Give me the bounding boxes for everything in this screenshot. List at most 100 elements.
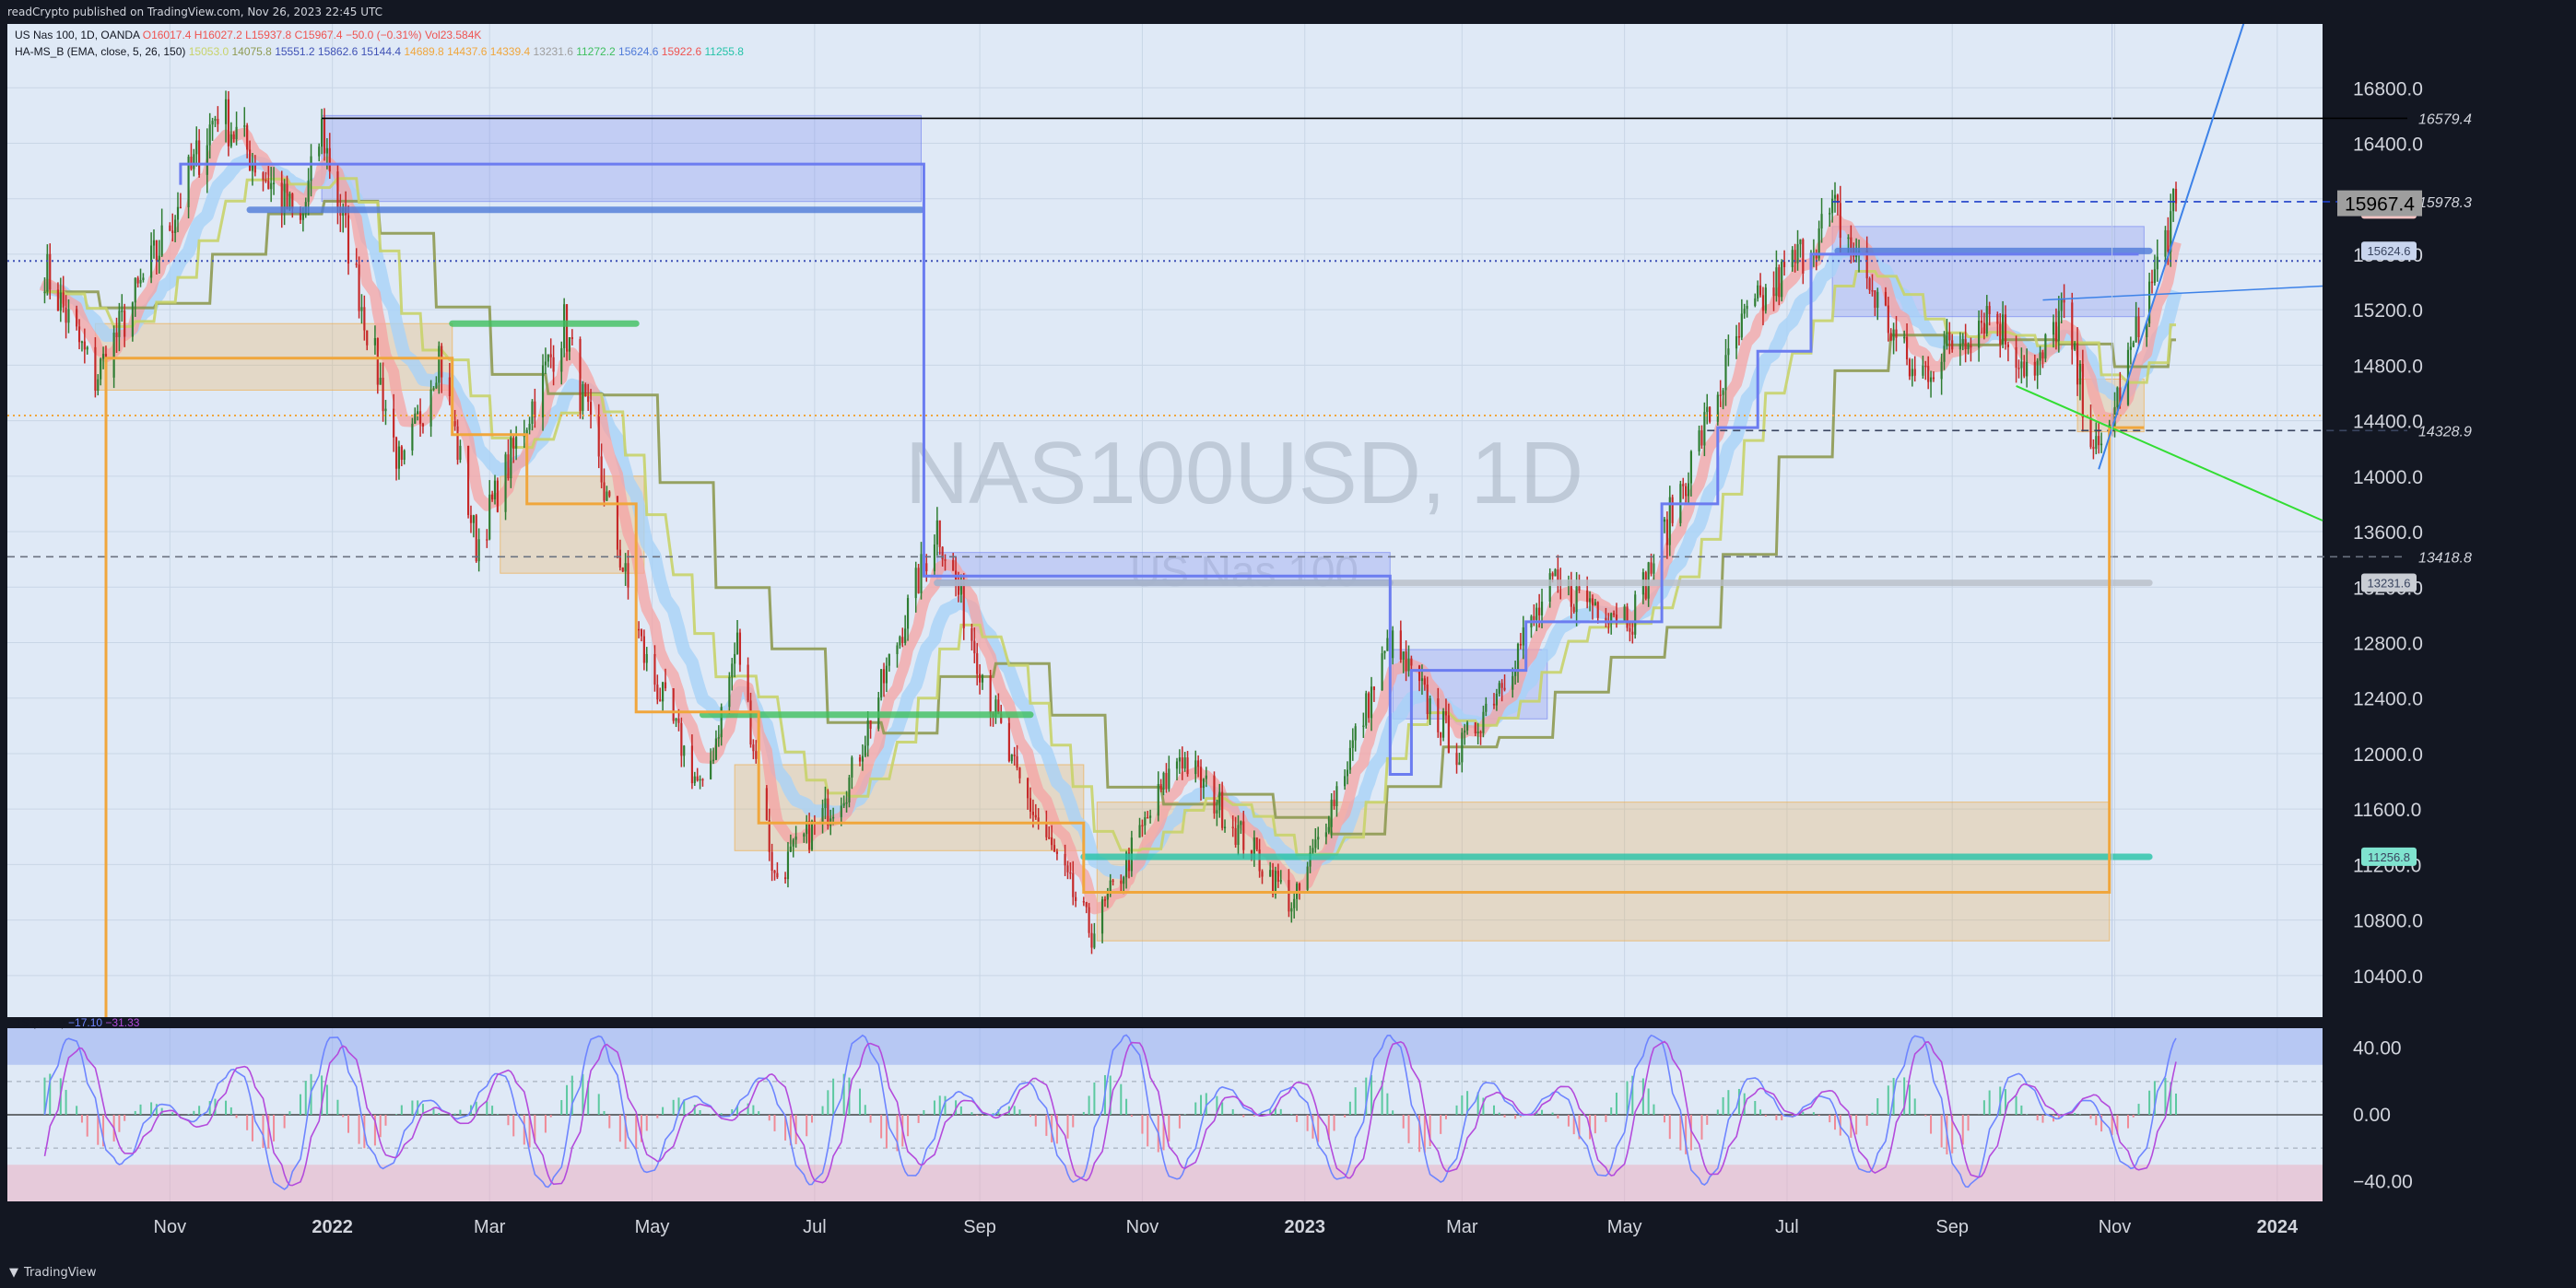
candle-body [1746,305,1748,310]
candle-body [959,582,962,595]
candle-body [1199,767,1203,789]
candle-body [1314,839,1317,849]
candle-body [1802,239,1805,274]
candle-body [1903,336,1906,339]
candle-body [299,208,302,220]
candle-body [1612,613,1616,615]
candle-body [970,627,973,641]
time-tick-label: Nov [154,1217,187,1237]
candle-body [1405,651,1407,672]
candle-body [1258,849,1261,872]
candle-body [400,446,403,460]
key-level-label: 15978.3 [2418,195,2472,211]
watermark-description: US Nas 100 [1130,547,1359,595]
candle-body [288,193,291,210]
candle-body [944,559,947,561]
candle-body [328,147,331,172]
candle-body [738,632,742,665]
candle-body [997,699,1000,714]
candle-body [1929,377,1933,382]
candle-body [957,582,960,595]
candle-body [1013,755,1016,756]
candle-body [1700,430,1703,446]
candle-body [1796,244,1799,263]
candle-body [1572,606,1575,613]
candle-body [1069,872,1072,874]
candle-body [272,182,276,184]
candle-body [1557,569,1559,581]
candle-body [246,125,249,150]
candle-body [848,777,851,802]
candle-body [475,515,477,562]
candle-body [1274,871,1277,895]
publisher-text: readCrypto published on TradingView.com,… [7,6,383,18]
candle-body [2156,256,2158,270]
price-chart[interactable]: 16800.016400.016000.015600.015200.014800… [0,24,2576,1259]
oscillator-tick-label: −40.00 [2353,1171,2413,1192]
candle-body [1924,365,1927,368]
candle-body [981,675,984,683]
candle-body [1237,825,1240,845]
candle-body [262,172,265,181]
candle-body [901,637,904,644]
candle-body [699,779,701,781]
candle-body [142,277,145,280]
candle-body [645,653,648,663]
candle-body [1455,753,1458,766]
candle-body [214,119,217,122]
overbought-zone [7,1028,2323,1065]
candle-body [544,361,547,366]
candle-body [1895,329,1898,338]
candle-body [1324,832,1327,837]
candle-body [1485,703,1488,712]
candle-body [2004,314,2007,345]
candle-body [1168,768,1170,790]
candle-body [899,637,901,646]
price-pane[interactable]: 16800.016400.016000.015600.015200.014800… [0,24,2576,1028]
candle-body [1685,486,1688,497]
candle-body [1865,251,1868,279]
candle-body [1027,778,1029,799]
candle-body [864,745,866,756]
price-tick-label: 11600.0 [2353,800,2421,821]
zone-box [321,114,923,203]
candle-body [291,193,294,209]
candle-body [1503,687,1506,690]
candle-body [1372,686,1376,691]
candle-body [363,307,366,331]
candle-body [1386,638,1389,651]
candle-body [938,520,941,547]
candle-body [821,808,824,824]
candle-body [1106,893,1109,900]
candle-body [2002,314,2005,345]
candle-body [136,277,139,284]
candle-body [43,291,46,294]
candle-body [1242,821,1245,850]
oscillator-pane[interactable]: Nov 2022 Mar May Jul Sep Nov 2023 Mar May Jul Sep No… [7,1016,2413,1237]
candle-body [1820,214,1823,228]
candle-body [1988,306,1991,315]
candle-body [568,336,571,352]
candle-body [1253,837,1255,860]
candle-body [101,354,105,359]
candle-body [680,722,683,756]
candle-body [994,699,997,717]
candle-body [1370,686,1373,719]
tradingview-logo-icon[interactable]: ▼ [9,1266,18,1280]
candle-body [94,346,97,391]
candle-body [1665,519,1668,545]
candle-body [467,445,470,516]
candle-body [1255,837,1258,850]
candle-body [1365,693,1368,726]
candle-body [717,737,720,739]
candle-body [1010,755,1013,762]
candle-body [783,877,787,880]
candle-body [1125,852,1128,878]
candle-body [935,520,938,545]
candle-body [265,180,267,181]
candle-body [827,798,829,825]
candle-body [224,99,228,124]
candle-body [693,776,696,784]
candle-body [1540,602,1544,615]
candle-body [358,264,360,311]
